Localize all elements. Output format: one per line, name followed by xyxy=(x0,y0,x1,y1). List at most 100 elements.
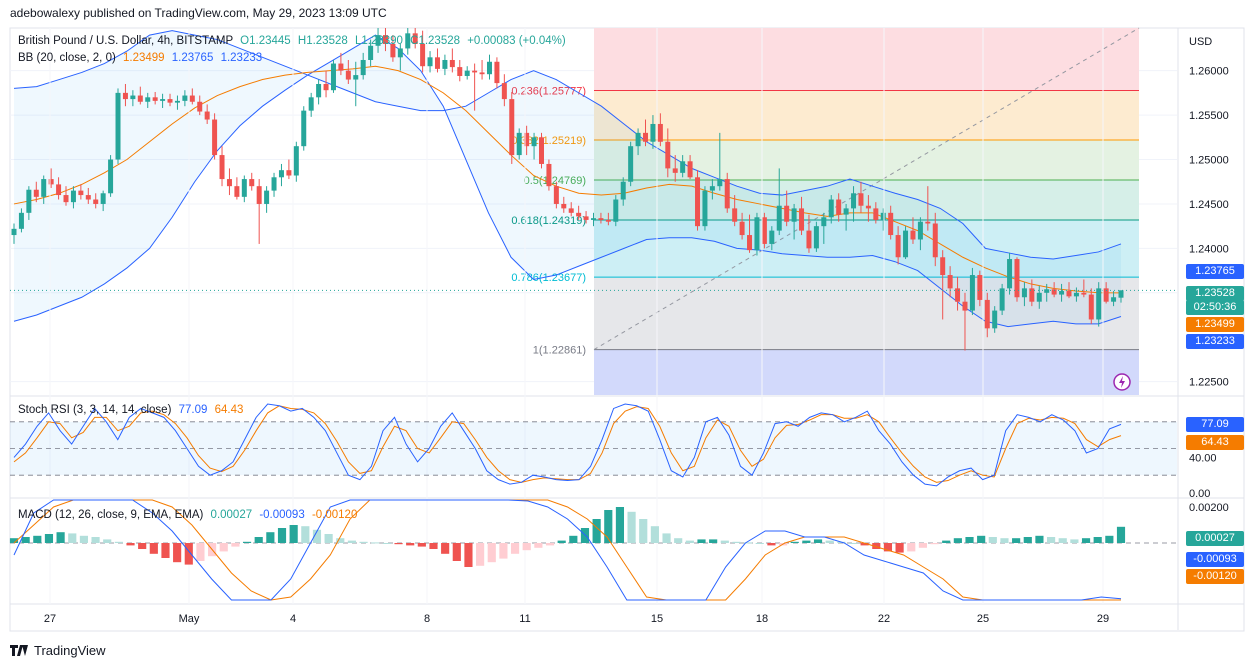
candle-body xyxy=(1081,292,1087,295)
macd-histogram-bar xyxy=(277,528,287,543)
macd-histogram-bar xyxy=(79,535,88,543)
macd-histogram-bar xyxy=(755,543,764,544)
candle-body xyxy=(776,205,782,231)
macd-histogram-bar xyxy=(1035,535,1044,543)
candle-body xyxy=(843,208,849,215)
candle-body xyxy=(1103,288,1109,302)
macd-histogram-bar xyxy=(1081,538,1091,543)
fib-zone xyxy=(594,277,1139,350)
macd-line xyxy=(13,499,1122,601)
candle-body xyxy=(531,137,537,147)
candle-body xyxy=(947,275,953,289)
tradingview-logo-icon xyxy=(10,645,28,656)
candle-body xyxy=(940,257,946,276)
candle-body xyxy=(717,179,723,187)
candle-body xyxy=(650,123,656,142)
candle-body xyxy=(598,218,604,220)
time-tick-label: 29 xyxy=(1097,613,1109,625)
candle-body xyxy=(464,70,470,76)
stoch-k-value: 77.09 xyxy=(178,404,208,416)
macd-histogram-bar xyxy=(1023,537,1032,543)
candle-body xyxy=(122,92,128,100)
candle-body xyxy=(1021,288,1027,298)
macd-histogram-bar xyxy=(44,534,54,543)
price-tick-label: 1.25500 xyxy=(1189,110,1229,122)
macd-histogram-bar xyxy=(1093,537,1102,543)
lightning-icon xyxy=(1119,376,1125,388)
candle-body xyxy=(747,235,753,251)
macd-histogram-bar xyxy=(336,538,345,543)
bb-lower-line xyxy=(13,34,1122,328)
candle-body xyxy=(78,190,84,196)
candle-body xyxy=(888,212,894,236)
macd-histogram-bar xyxy=(417,543,426,547)
stoch-tick-label: 40.00 xyxy=(1189,452,1217,464)
macd-histogram-bar xyxy=(918,543,927,548)
macd-histogram-bar xyxy=(9,538,19,543)
macd-histogram-bar xyxy=(860,543,869,546)
macd-signal-value: -0.00120 xyxy=(311,509,358,521)
candle-body xyxy=(1066,291,1072,297)
candle-body xyxy=(657,123,663,142)
fib-zone xyxy=(594,90,1139,141)
bb-band-fill xyxy=(14,30,1121,327)
macd-histogram-bar xyxy=(790,541,799,543)
candle-body xyxy=(1051,289,1057,295)
fib-zone xyxy=(594,180,1139,221)
stoch-label[interactable]: Stoch RSI (3, 3, 14, 14, close) xyxy=(18,404,172,416)
macd-histogram-bar xyxy=(301,526,310,543)
candle-body xyxy=(732,208,738,222)
candle-body xyxy=(576,212,582,217)
candle-body xyxy=(1118,290,1124,298)
macd-tick-label: 0.00200 xyxy=(1189,502,1229,514)
candle-body xyxy=(472,70,478,73)
macd-histogram-bar xyxy=(545,543,555,546)
bb-label[interactable]: BB (20, close, 2, 0) xyxy=(18,52,116,64)
candle-body xyxy=(256,186,262,204)
price-tick-label: 1.22500 xyxy=(1189,377,1229,389)
candle-body xyxy=(836,199,842,215)
candle-body xyxy=(457,67,463,76)
symbol-label[interactable]: British Pound / U.S. Dollar, 4h, BITSTAM… xyxy=(18,35,233,47)
candle-body xyxy=(628,146,634,182)
macd-histogram-bar xyxy=(1012,538,1021,543)
macd-histogram-bar xyxy=(965,537,974,543)
macd-label[interactable]: MACD (12, 26, close, 9, EMA, EMA) xyxy=(18,509,204,521)
candle-body xyxy=(286,170,292,176)
macd-histogram-bar xyxy=(510,543,520,554)
candle-body xyxy=(925,221,931,224)
candle-body xyxy=(828,199,834,218)
macd-histogram-bar xyxy=(359,541,368,543)
candle-body xyxy=(100,193,106,204)
candle-body xyxy=(353,75,359,80)
bb-lower-value: 1.23233 xyxy=(220,52,263,64)
macd-histogram-bar xyxy=(639,519,648,543)
price-tick-label: 1.24500 xyxy=(1189,199,1229,211)
macd-line-value: -0.00093 xyxy=(259,509,305,521)
candle-body xyxy=(568,208,574,213)
candle-body xyxy=(115,92,121,160)
candle-body xyxy=(799,208,805,231)
candle-body xyxy=(761,217,767,244)
macd-histogram-bar xyxy=(161,543,170,558)
macd-histogram-bar xyxy=(813,539,823,543)
candle-body xyxy=(137,95,143,102)
macd-histogram-bar xyxy=(33,535,42,543)
tradingview-logo[interactable]: TradingView xyxy=(10,643,106,658)
macd-histogram-bar xyxy=(464,543,473,567)
time-tick-label: 22 xyxy=(878,613,890,625)
macd-histogram-bar xyxy=(242,541,252,543)
candle-body xyxy=(702,190,708,227)
ohlc-low: L1.23390 xyxy=(354,35,403,47)
macd-histogram-bar xyxy=(394,543,403,545)
price-tick-label: 1.26000 xyxy=(1189,66,1229,78)
ohlc-close: C1.23528 xyxy=(410,35,461,47)
macd-histogram-bar xyxy=(615,507,625,543)
candle-body xyxy=(858,193,864,206)
candle-body xyxy=(880,212,886,220)
macd-histogram-bar xyxy=(126,543,135,546)
macd-histogram-bar xyxy=(429,543,438,549)
countdown-badge: 02:50:36 xyxy=(1186,300,1244,315)
candle-body xyxy=(145,97,151,102)
